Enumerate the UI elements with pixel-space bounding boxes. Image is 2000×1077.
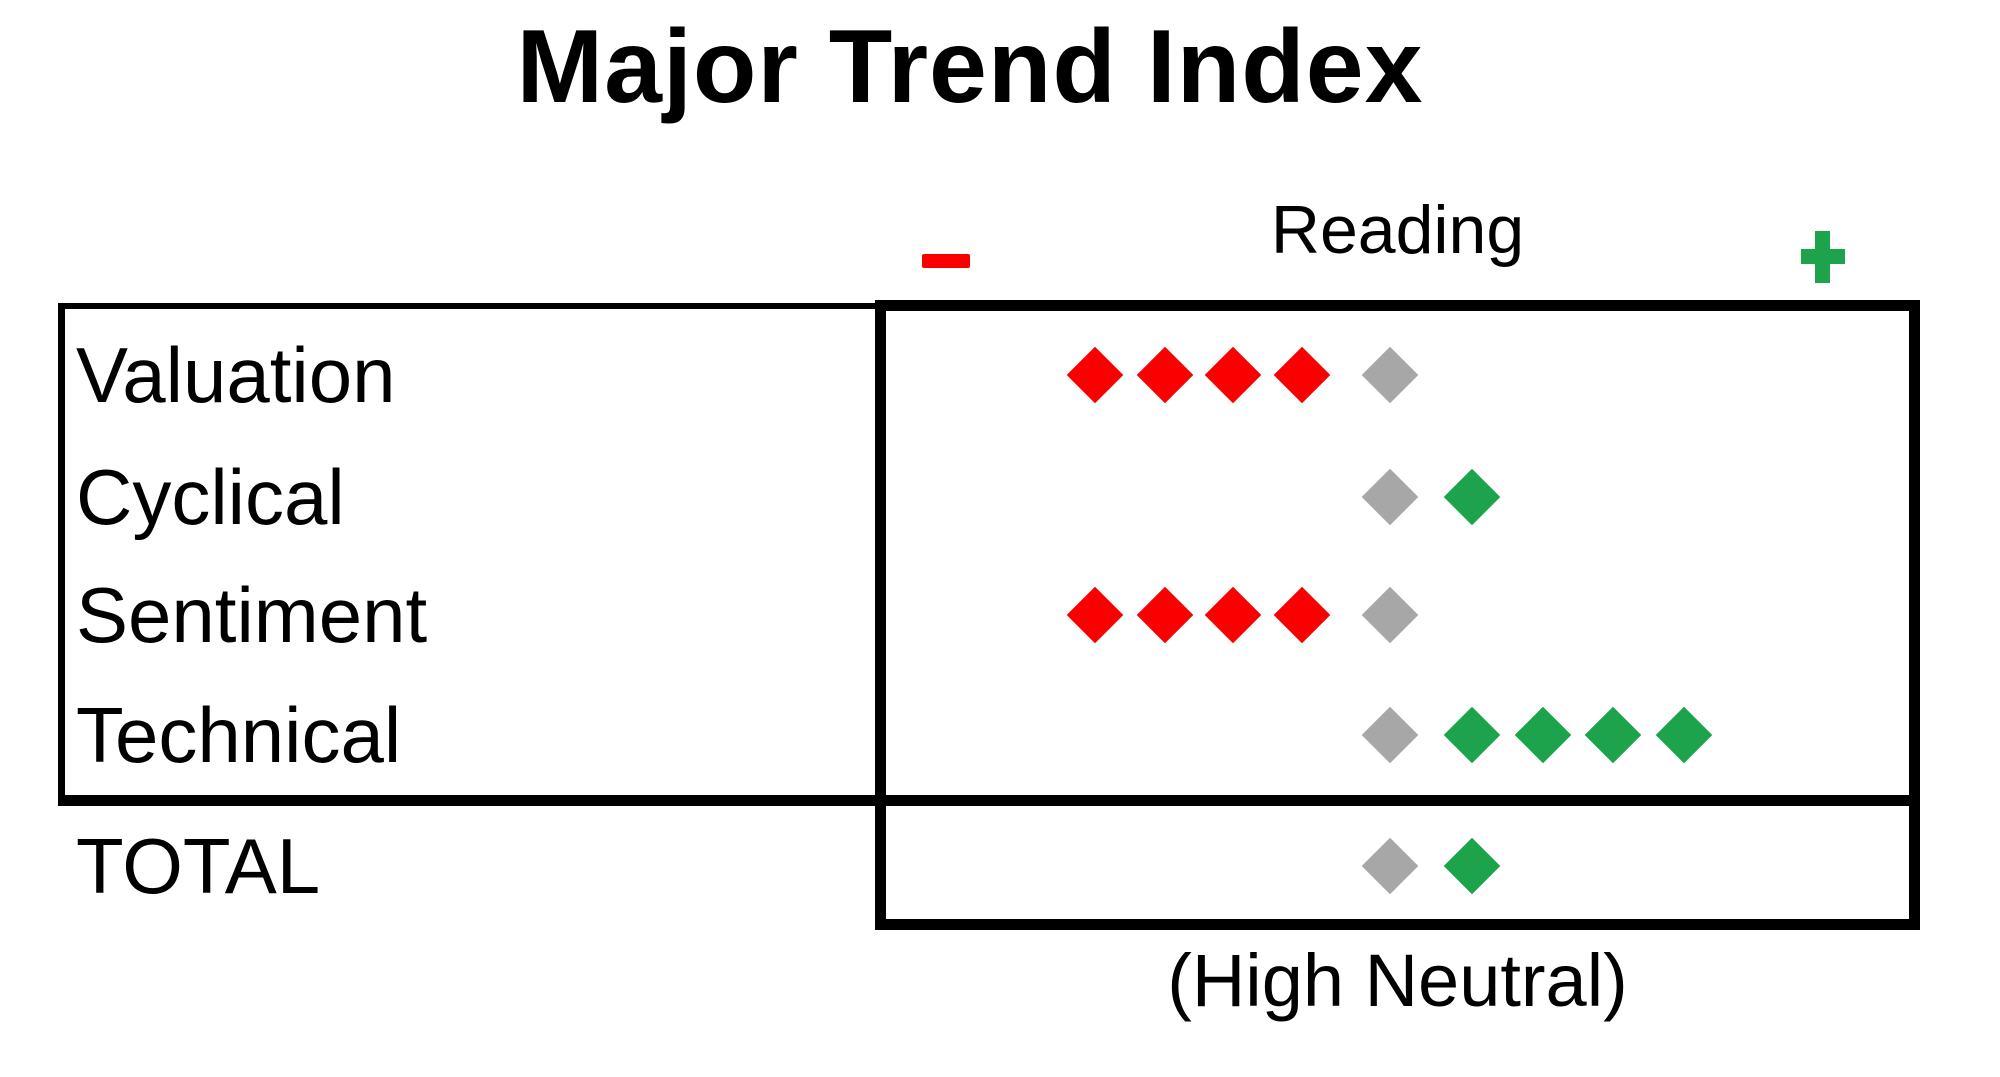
minus-icon	[922, 254, 970, 268]
row-label-total: TOTAL	[76, 822, 321, 910]
total-reading-note: (High Neutral)	[1167, 939, 1628, 1022]
category-labels-box	[58, 303, 875, 795]
chart-title: Major Trend Index	[516, 9, 1424, 125]
row-label-sentiment: Sentiment	[76, 571, 428, 659]
row-label-valuation: Valuation	[76, 331, 396, 419]
reading-axis-label: Reading	[1270, 192, 1525, 268]
reading-box	[875, 300, 1920, 930]
row-label-cyclical: Cyclical	[76, 453, 345, 541]
plus-icon	[1801, 231, 1845, 283]
total-separator-line	[58, 795, 1920, 806]
plus-icon-horizontal-bar	[1801, 249, 1845, 264]
row-label-technical: Technical	[76, 691, 402, 779]
